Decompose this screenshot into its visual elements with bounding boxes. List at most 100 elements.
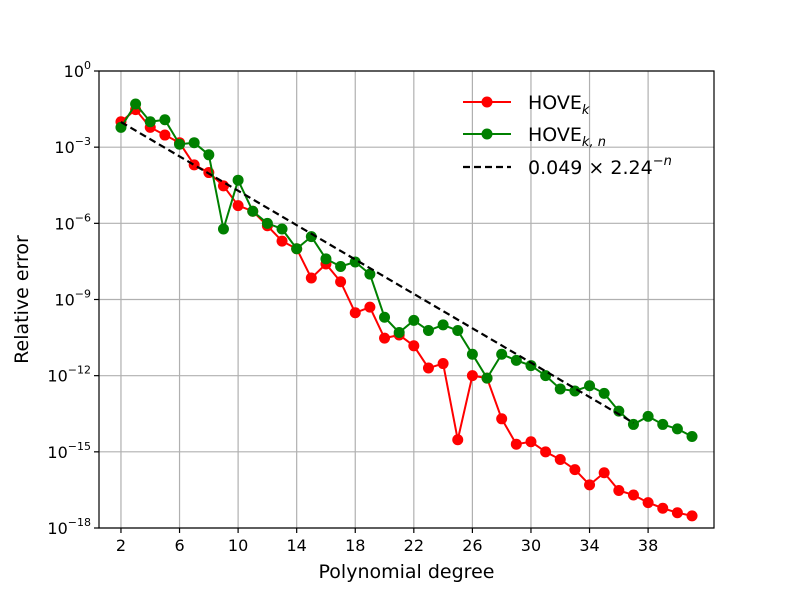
data-point — [349, 256, 361, 268]
legend-label: HOVEk — [528, 92, 590, 118]
legend: HOVEk HOVEk, n 0.049 × 2.24−n — [463, 92, 672, 179]
x-tick-label: 2 — [116, 536, 126, 555]
legend-marker — [481, 96, 493, 108]
legend-label: HOVEk, n — [528, 124, 606, 150]
data-point — [584, 380, 596, 392]
data-point — [422, 325, 434, 337]
data-point — [188, 159, 200, 171]
data-point — [393, 327, 405, 339]
data-point — [686, 431, 698, 443]
data-point — [540, 446, 552, 458]
series-3 — [120, 121, 635, 424]
x-axis: 2 6 10 14 18 22 26 30 34 38 — [116, 528, 658, 555]
data-point — [422, 362, 434, 374]
y-axis: 10−18 10−15 10−12 10−9 10−6 10−3 100 — [47, 59, 99, 538]
data-point — [671, 507, 683, 519]
data-point — [686, 510, 698, 522]
data-point — [335, 260, 347, 272]
data-point — [598, 387, 610, 399]
data-point — [130, 98, 142, 110]
legend-label: 0.049 × 2.24−n — [528, 154, 672, 179]
data-point — [554, 453, 566, 465]
legend-marker — [481, 128, 493, 140]
data-point — [364, 268, 376, 280]
series-line — [120, 103, 693, 438]
data-point — [510, 438, 522, 450]
data-point — [159, 129, 171, 141]
data-point — [525, 436, 537, 448]
data-point — [657, 502, 669, 514]
data-point — [627, 418, 639, 430]
y-tick-label: 10−9 — [54, 288, 91, 310]
y-tick-label: 10−6 — [54, 211, 91, 233]
data-point — [452, 325, 464, 337]
data-point — [613, 484, 625, 496]
data-point — [598, 467, 610, 479]
x-tick-label: 30 — [521, 536, 541, 555]
data-point — [437, 319, 449, 331]
data-point — [217, 180, 229, 192]
data-point — [627, 489, 639, 501]
data-point — [510, 354, 522, 366]
data-point — [188, 137, 200, 149]
data-point — [261, 217, 273, 229]
x-tick-label: 14 — [286, 536, 306, 555]
series-group — [115, 98, 698, 522]
data-point — [569, 385, 581, 397]
data-point — [305, 231, 317, 243]
y-axis-label: Relative error — [11, 235, 33, 364]
data-point — [452, 434, 464, 446]
x-tick-label: 18 — [345, 536, 365, 555]
data-point — [540, 370, 552, 382]
data-point — [159, 114, 171, 126]
y-tick-label: 10−18 — [47, 516, 91, 538]
data-point — [584, 479, 596, 491]
y-tick-label: 10−12 — [47, 364, 91, 386]
data-point — [408, 340, 420, 352]
data-point — [466, 348, 478, 360]
data-point — [232, 174, 244, 186]
data-point — [671, 423, 683, 435]
data-point — [379, 332, 391, 344]
x-tick-label: 10 — [228, 536, 248, 555]
data-point — [174, 138, 186, 150]
series-2 — [115, 98, 698, 443]
x-tick-label: 6 — [174, 536, 184, 555]
data-point — [349, 307, 361, 319]
data-point — [144, 116, 156, 128]
data-point — [305, 272, 317, 284]
x-tick-label: 38 — [638, 536, 658, 555]
data-point — [657, 418, 669, 430]
data-point — [481, 372, 493, 384]
x-axis-label: Polynomial degree — [319, 561, 495, 583]
x-tick-label: 34 — [579, 536, 599, 555]
x-tick-label: 22 — [404, 536, 424, 555]
data-point — [408, 314, 420, 326]
data-point — [232, 200, 244, 212]
data-point — [276, 235, 288, 247]
y-tick-label: 10−3 — [54, 135, 91, 157]
data-point — [642, 497, 654, 509]
series-line — [120, 121, 635, 424]
data-point — [642, 410, 654, 422]
series-line — [120, 108, 693, 517]
data-point — [335, 276, 347, 288]
data-point — [466, 370, 478, 382]
data-point — [525, 360, 537, 372]
data-point — [203, 149, 215, 161]
data-point — [613, 405, 625, 417]
data-point — [276, 223, 288, 235]
data-point — [437, 358, 449, 370]
data-point — [569, 464, 581, 476]
data-point — [496, 348, 508, 360]
data-point — [291, 243, 303, 255]
data-point — [364, 301, 376, 313]
data-point — [554, 383, 566, 395]
y-tick-label: 10−15 — [47, 440, 91, 462]
y-tick-label: 100 — [64, 59, 91, 81]
x-tick-label: 26 — [462, 536, 482, 555]
data-point — [247, 205, 259, 217]
data-point — [496, 413, 508, 425]
data-point — [379, 311, 391, 323]
